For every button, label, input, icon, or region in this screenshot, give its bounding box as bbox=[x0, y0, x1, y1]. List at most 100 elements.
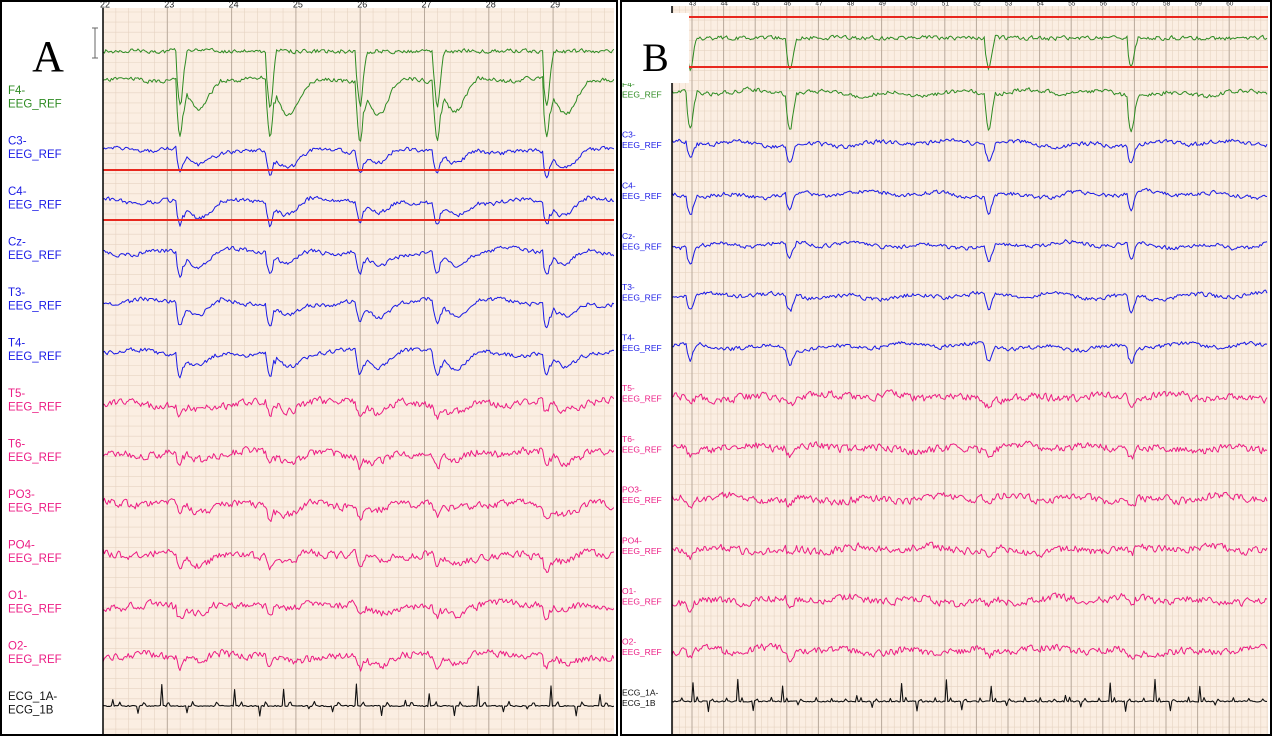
grid-lines bbox=[672, 6, 1268, 736]
channel-labels: F4-EEG_REFC3-EEG_REFC4-EEG_REFCz-EEG_REF… bbox=[622, 79, 662, 708]
channel-trace bbox=[103, 347, 614, 379]
eeg-traces bbox=[103, 47, 614, 717]
time-tick-label: 56 bbox=[1100, 1, 1108, 8]
channel-reference-label: EEG_REF bbox=[8, 149, 62, 161]
channel-name-label: O1- bbox=[8, 590, 27, 602]
eeg-traces bbox=[672, 34, 1268, 713]
panel-letter: B bbox=[642, 35, 669, 80]
panel-letter-box bbox=[2, 13, 94, 83]
channel-trace bbox=[103, 598, 614, 621]
channel-reference-label: EEG_REF bbox=[622, 597, 662, 607]
channel-name-label: T5- bbox=[8, 388, 25, 400]
grid-lines bbox=[102, 8, 614, 736]
channel-trace bbox=[103, 195, 614, 228]
channel-trace bbox=[103, 446, 614, 471]
channel-trace bbox=[672, 239, 1268, 265]
channel-reference-label: EEG_REF bbox=[622, 647, 662, 657]
channel-reference-label: EEG_REF bbox=[622, 546, 662, 556]
panel-frame bbox=[0, 0, 618, 736]
time-axis-strip bbox=[103, 0, 614, 8]
channel-reference-label: ECG_1B bbox=[8, 705, 54, 717]
time-tick-label: 22 bbox=[100, 0, 110, 10]
channel-name-label: PO4- bbox=[622, 535, 642, 545]
channel-reference-label: EEG_REF bbox=[622, 292, 662, 302]
channel-trace bbox=[672, 592, 1268, 613]
channel-name-label: F4- bbox=[622, 79, 635, 89]
channel-trace bbox=[672, 341, 1268, 366]
channel-reference-label: EEG_REF bbox=[8, 654, 62, 666]
time-tick-label: 54 bbox=[1037, 1, 1045, 8]
channel-reference-label: EEG_REF bbox=[622, 343, 662, 353]
time-tick-label: 53 bbox=[1005, 1, 1013, 8]
time-tick-label: 57 bbox=[1131, 1, 1139, 8]
channel-trace bbox=[103, 145, 614, 179]
channel-trace bbox=[103, 683, 614, 717]
channel-name-label: C4- bbox=[8, 186, 27, 198]
channel-trace bbox=[103, 497, 614, 522]
channel-trace bbox=[672, 289, 1268, 314]
channel-trace bbox=[672, 86, 1268, 133]
panel-frame bbox=[620, 0, 1272, 736]
time-tick-label: 27 bbox=[422, 0, 432, 10]
time-tick-label: 52 bbox=[973, 1, 981, 8]
time-tick-label: 45 bbox=[752, 1, 760, 8]
time-tick-label: 24 bbox=[229, 0, 239, 10]
channel-reference-label: EEG_REF bbox=[622, 90, 662, 100]
time-tick-label: 47 bbox=[815, 1, 823, 8]
channel-reference-label: EEG_REF bbox=[8, 452, 62, 464]
channel-name-label: T4- bbox=[8, 338, 25, 350]
channel-name-label: F4- bbox=[8, 85, 25, 97]
time-tick-label: 58 bbox=[1163, 1, 1171, 8]
channel-reference-label: EEG_REF bbox=[8, 200, 62, 212]
channel-trace bbox=[103, 245, 614, 278]
channel-trace bbox=[672, 678, 1267, 713]
channel-name-label: T3- bbox=[8, 287, 25, 299]
time-tick-label: 50 bbox=[910, 1, 918, 8]
channel-reference-label: EEG_REF bbox=[622, 444, 662, 454]
panel-letter: A bbox=[32, 32, 64, 81]
channel-reference-label: EEG_REF bbox=[622, 140, 662, 150]
channel-trace bbox=[672, 138, 1268, 164]
channel-reference-label: ECG_1B bbox=[622, 698, 656, 708]
time-tick-label: 29 bbox=[550, 0, 560, 10]
channel-trace bbox=[103, 548, 614, 573]
channel-name-label: T4- bbox=[622, 333, 635, 343]
time-tick-label: 28 bbox=[486, 0, 496, 10]
channel-name-label: T3- bbox=[622, 282, 635, 292]
channel-name-label: C3- bbox=[8, 136, 27, 148]
time-tick-label: 43 bbox=[689, 1, 697, 8]
channel-trace bbox=[672, 643, 1268, 663]
time-tick-label: 25 bbox=[293, 0, 303, 10]
time-tick-label: 51 bbox=[942, 1, 950, 8]
channel-name-label: PO4- bbox=[8, 540, 35, 552]
channel-reference-label: EEG_REF bbox=[8, 604, 62, 616]
channel-reference-label: EEG_REF bbox=[8, 402, 62, 414]
channel-name-label: T6- bbox=[622, 434, 635, 444]
time-axis-strip bbox=[672, 0, 1268, 6]
time-tick-label: 60 bbox=[1226, 1, 1234, 8]
time-tick-label: 44 bbox=[721, 1, 729, 8]
channel-trace bbox=[672, 541, 1268, 561]
channel-labels: F4-EEG_REFC3-EEG_REFC4-EEG_REFCz-EEG_REF… bbox=[8, 85, 62, 717]
channel-trace bbox=[103, 395, 614, 420]
channel-trace bbox=[672, 440, 1268, 460]
channel-reference-label: EEG_REF bbox=[8, 250, 62, 262]
channel-reference-label: EEG_REF bbox=[8, 301, 62, 313]
channel-trace-overlay bbox=[672, 34, 1268, 72]
channel-name-label: O2- bbox=[622, 637, 636, 647]
time-tick-label: 23 bbox=[164, 0, 174, 10]
time-tick-label: 55 bbox=[1068, 1, 1076, 8]
channel-name-label: T6- bbox=[8, 439, 25, 451]
channel-name-label: Cz- bbox=[622, 231, 635, 241]
panel-letter-box bbox=[622, 13, 689, 83]
channel-reference-label: EEG_REF bbox=[622, 495, 662, 505]
time-tick-label: 46 bbox=[784, 1, 792, 8]
channel-name-label: PO3- bbox=[8, 489, 35, 501]
channel-reference-label: EEG_REF bbox=[8, 503, 62, 515]
channel-trace bbox=[103, 648, 614, 672]
channel-name-label: ECG_1A- bbox=[622, 687, 659, 697]
channel-name-label: Cz- bbox=[8, 237, 26, 249]
channel-name-label: T5- bbox=[622, 383, 635, 393]
